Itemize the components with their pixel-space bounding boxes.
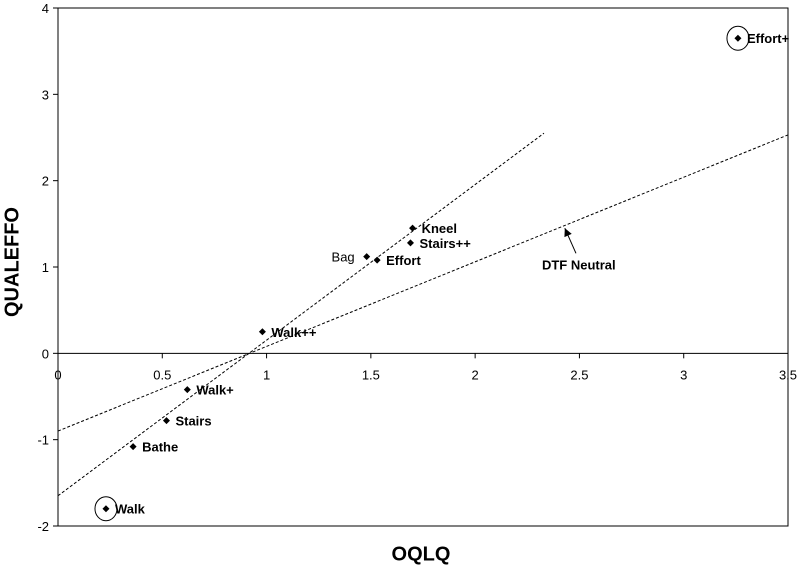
data-label: Effort <box>386 253 421 268</box>
y-tick-label: 1 <box>42 260 49 275</box>
data-label: Stairs++ <box>419 236 471 251</box>
data-label: Bathe <box>142 440 178 455</box>
data-point <box>102 505 110 513</box>
x-tick-label: 2 <box>472 367 479 382</box>
data-label: Bag <box>332 250 355 265</box>
y-tick-label: -2 <box>37 519 49 534</box>
x-tick-label: 0 <box>54 367 61 382</box>
data-label: Kneel <box>422 221 457 236</box>
x-axis-title: OQLQ <box>391 543 451 566</box>
y-tick-label: -1 <box>37 433 49 448</box>
data-point <box>183 386 191 394</box>
data-point <box>162 417 170 425</box>
annotation-label: DTF Neutral <box>542 257 616 272</box>
y-tick-label: 0 <box>42 346 49 361</box>
data-label: Walk <box>115 502 146 517</box>
annotation-arrowhead <box>564 228 572 238</box>
x-tick-label: 2.5 <box>570 367 588 382</box>
y-tick-label: 3 <box>42 87 49 102</box>
data-point <box>406 239 414 247</box>
data-point <box>409 224 417 232</box>
y-axis-title: QUALEFFO <box>1 207 24 317</box>
data-point <box>363 253 371 261</box>
data-point <box>734 34 742 42</box>
data-point <box>373 256 381 264</box>
y-tick-label: 4 <box>42 1 49 16</box>
highlight-circle <box>94 496 118 522</box>
data-point <box>129 443 137 451</box>
data-label: Stairs <box>175 414 211 429</box>
x-tick-label: 3.5 <box>779 367 797 382</box>
x-tick-label: 1 <box>263 367 270 382</box>
y-tick-label: 2 <box>42 174 49 189</box>
x-tick-label: 0.5 <box>153 367 171 382</box>
data-label: Effort+ <box>747 31 790 46</box>
highlight-circle <box>726 25 750 51</box>
x-tick-label: 3 <box>680 367 687 382</box>
data-label: Walk+ <box>196 383 234 398</box>
data-label: Walk++ <box>271 325 316 340</box>
fit-line <box>57 132 545 497</box>
x-tick-label: 1.5 <box>362 367 380 382</box>
fit-line <box>57 134 789 432</box>
data-point <box>258 328 266 336</box>
